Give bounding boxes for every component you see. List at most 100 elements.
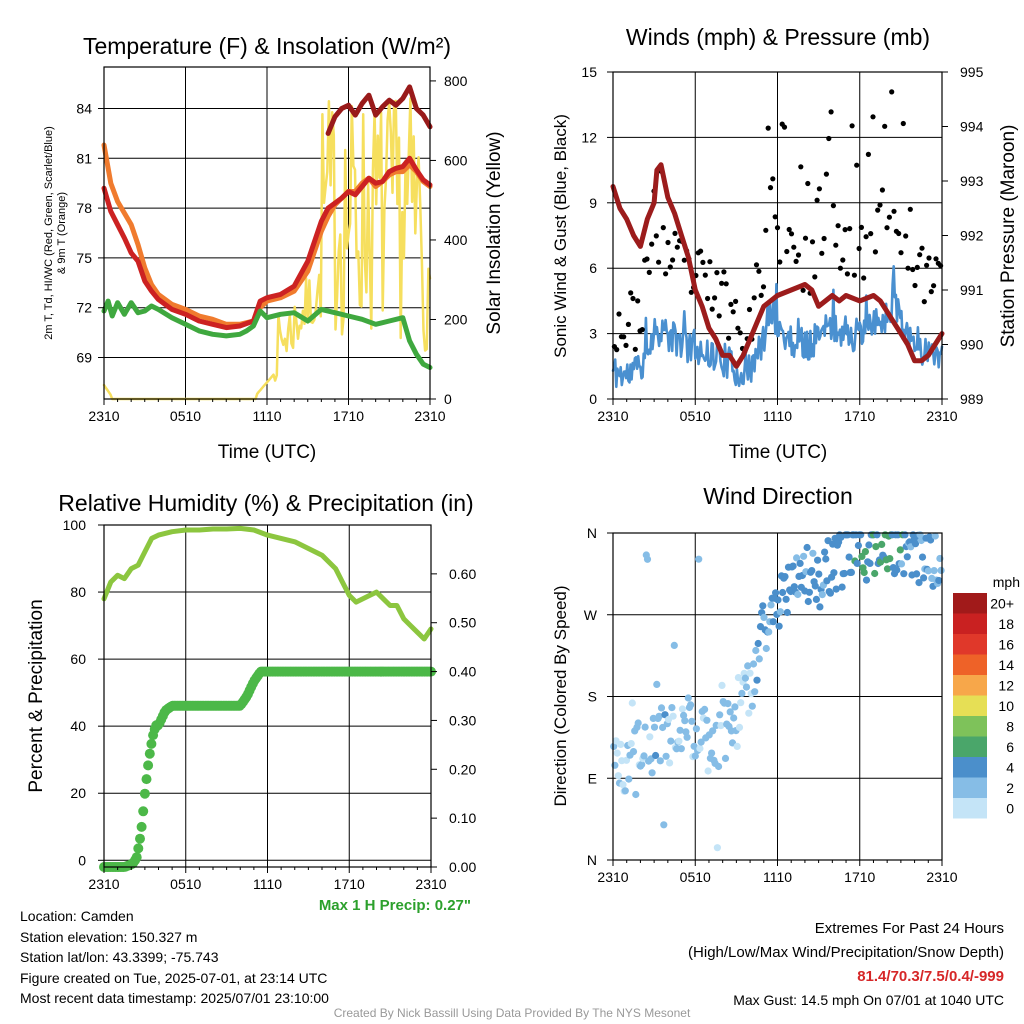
direction-point: [838, 583, 846, 591]
elevation-text: Station elevation: 150.327 m: [20, 928, 198, 945]
direction-point: [610, 742, 618, 751]
direction-point: [920, 574, 928, 582]
gust-point: [875, 207, 881, 213]
direction-point: [911, 540, 920, 548]
gust-point: [814, 197, 820, 203]
direction-point: [840, 569, 849, 578]
wind-y2tick-label: 995: [960, 64, 984, 80]
colorbar-label: 14: [998, 657, 1014, 673]
direction-point: [704, 767, 712, 775]
gust-point: [786, 226, 792, 233]
rh-y2tick-label: 0.50: [449, 615, 476, 631]
direction-point: [744, 662, 752, 670]
gust-point: [639, 327, 645, 333]
direction-point: [772, 589, 780, 597]
temp-ytick-label: 84: [76, 101, 92, 117]
gust-point: [933, 256, 939, 262]
direction-point: [691, 752, 699, 760]
gust-point: [709, 306, 715, 312]
colorbar-label: 12: [998, 677, 1014, 693]
direction-point: [811, 582, 819, 590]
gust-point: [882, 123, 888, 129]
direction-point: [717, 722, 725, 730]
direction-point: [930, 567, 938, 575]
direction-point: [708, 749, 716, 757]
gust-point: [898, 250, 904, 256]
direction-point: [760, 613, 768, 622]
direction-point: [734, 674, 743, 682]
direction-point: [666, 759, 674, 767]
colorbar-label: 0: [1006, 800, 1014, 816]
rh-xtick-label: 0510: [170, 876, 201, 892]
gust-point: [891, 208, 897, 214]
colorbar-label: 16: [998, 636, 1014, 652]
wind-ytick-label: 15: [581, 64, 597, 80]
gust-point: [884, 225, 890, 231]
gust-point: [842, 227, 848, 233]
gust-point: [851, 272, 858, 278]
direction-point: [746, 669, 754, 677]
gust-point: [630, 295, 636, 302]
direction-point: [845, 553, 853, 561]
direction-point: [883, 565, 892, 573]
colorbar-label: 18: [998, 616, 1014, 632]
gust-point: [868, 231, 874, 237]
direction-point: [738, 689, 746, 698]
colorbar-swatch: [953, 736, 987, 757]
rh-ytick-label: 0: [78, 852, 86, 868]
wind-chart-title: Winds (mph) & Pressure (mb): [626, 24, 930, 50]
rh-ylabel: Percent & Precipitation: [26, 599, 47, 792]
direction-point: [808, 567, 816, 575]
wind-y2tick-label: 993: [960, 173, 984, 189]
gust-point: [809, 239, 816, 245]
gust-point: [698, 248, 704, 254]
direction-point: [730, 714, 738, 722]
rh-panel: 0 20 40 60 80 100 0.00 0.10 0.20 0.30 0.40 0.50 0.60…: [26, 490, 476, 914]
gust-point: [879, 187, 886, 193]
direction-point: [733, 742, 741, 751]
gust-point: [726, 335, 732, 341]
gust-point: [840, 257, 846, 263]
direction-point: [622, 756, 631, 764]
direction-point: [871, 569, 879, 578]
gust-point: [663, 271, 669, 277]
direction-point: [800, 552, 808, 560]
colorbar-swatch: [953, 777, 987, 798]
precip-point: [135, 833, 145, 844]
direction-point: [872, 543, 880, 551]
direction-point: [669, 712, 677, 720]
dir-ytick-label: N: [587, 852, 597, 868]
gust-point: [905, 265, 911, 271]
gust-point: [751, 295, 757, 301]
direction-point: [759, 602, 767, 610]
direction-point: [754, 639, 762, 648]
gust-point: [660, 225, 666, 231]
temp-xtick-label: 2310: [414, 408, 445, 424]
direction-point: [735, 723, 744, 732]
colorbar-swatch: [953, 757, 987, 778]
direction-point: [726, 708, 734, 716]
direction-point: [692, 725, 701, 733]
gust-point: [800, 287, 806, 293]
direction-point: [752, 646, 760, 655]
gust-point: [714, 270, 720, 276]
gust-point: [830, 203, 837, 209]
direction-point: [847, 568, 856, 577]
gust-point: [712, 295, 718, 301]
direction-point: [790, 583, 798, 591]
direction-point: [650, 723, 659, 731]
temp-ytick-label: 72: [76, 300, 92, 316]
gust-point: [777, 259, 783, 265]
wind-ytick-label: 0: [589, 391, 597, 407]
colorbar-swatch: [953, 634, 987, 655]
precip-point: [143, 760, 154, 771]
temp-ylabel-line2: & 9m T (Orange): [56, 192, 68, 274]
temp-ytick-label: 78: [76, 200, 92, 216]
direction-point: [724, 700, 732, 708]
direction-point: [865, 541, 873, 549]
direction-point: [814, 556, 822, 564]
wind-ytick-label: 3: [589, 326, 597, 342]
gust-point: [672, 230, 678, 236]
direction-point: [646, 733, 654, 741]
rh-ytick-label: 20: [70, 785, 86, 801]
